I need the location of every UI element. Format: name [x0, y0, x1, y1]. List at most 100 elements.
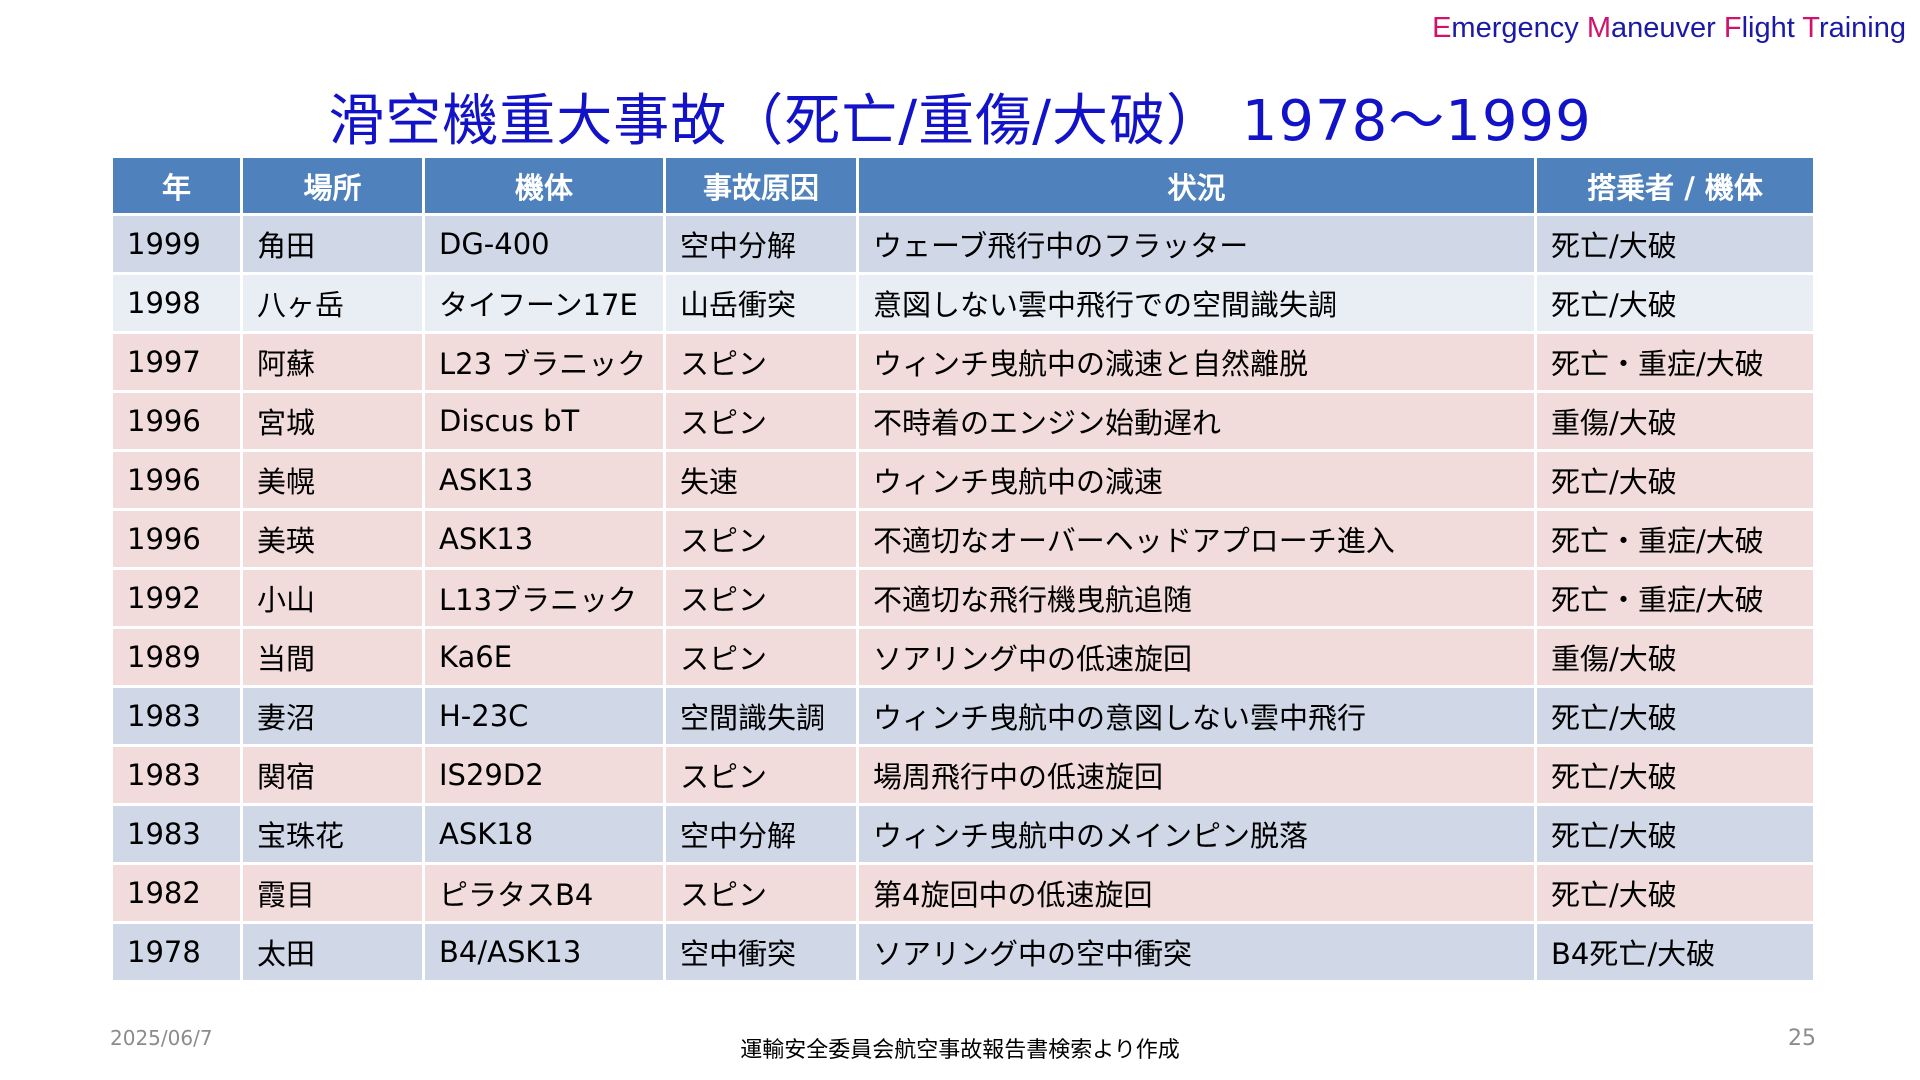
cell-aircraft: タイフーン17E: [422, 272, 666, 334]
cell-outcome: 死亡/大破: [1534, 213, 1816, 275]
cell-year: 1996: [110, 449, 243, 511]
cell-location: 関宿: [240, 744, 425, 806]
cell-aircraft: L23 ブラニック: [422, 331, 666, 393]
cell-cause: 山岳衝突: [663, 272, 859, 334]
page-number: 25: [1788, 1026, 1816, 1051]
cell-year: 1998: [110, 272, 243, 334]
table-row: 1982 霞目 ピラタスB4 スピン 第4旋回中の低速旋回 死亡/大破: [110, 862, 1816, 924]
cell-location: 太田: [240, 921, 425, 983]
brand-initial-e: E: [1432, 12, 1452, 44]
brand-text-3: light: [1741, 12, 1803, 44]
cell-year: 1983: [110, 685, 243, 747]
cell-outcome: 死亡/大破: [1534, 862, 1816, 924]
cell-situation: ソアリング中の低速旋回: [856, 626, 1537, 688]
cell-aircraft: ASK18: [422, 803, 666, 865]
cell-cause: スピン: [663, 862, 859, 924]
brand-text-4: raining: [1818, 12, 1906, 44]
cell-situation: 不時着のエンジン始動遅れ: [856, 390, 1537, 452]
cell-year: 1999: [110, 213, 243, 275]
cell-cause: 失速: [663, 449, 859, 511]
brand-initial-t: T: [1802, 12, 1819, 44]
cell-location: 小山: [240, 567, 425, 629]
cell-location: 霞目: [240, 862, 425, 924]
table-row: 1998 八ヶ岳 タイフーン17E 山岳衝突 意図しない雲中飛行での空間識失調 死亡/大破: [110, 272, 1816, 334]
cell-outcome: B4死亡/大破: [1534, 921, 1816, 983]
cell-cause: 空間識失調: [663, 685, 859, 747]
cell-situation: ウィンチ曳航中の意図しない雲中飛行: [856, 685, 1537, 747]
cell-aircraft: B4/ASK13: [422, 921, 666, 983]
table-row: 1997 阿蘇 L23 ブラニック スピン ウィンチ曳航中の減速と自然離脱 死亡・重症/大…: [110, 331, 1816, 393]
cell-cause: スピン: [663, 626, 859, 688]
cell-cause: 空中分解: [663, 213, 859, 275]
cell-location: 宝珠花: [240, 803, 425, 865]
cell-location: 角田: [240, 213, 425, 275]
cell-year: 1996: [110, 390, 243, 452]
cell-aircraft: Discus bT: [422, 390, 666, 452]
table-header-row: 年 場所 機体 事故原因 状況 搭乗者 / 機体: [110, 155, 1816, 216]
cell-cause: 空中分解: [663, 803, 859, 865]
cell-outcome: 死亡/大破: [1534, 449, 1816, 511]
cell-cause: スピン: [663, 390, 859, 452]
cell-cause: スピン: [663, 508, 859, 570]
cell-aircraft: DG-400: [422, 213, 666, 275]
cell-situation: ソアリング中の空中衝突: [856, 921, 1537, 983]
header-year: 年: [110, 155, 243, 216]
cell-situation: 第4旋回中の低速旋回: [856, 862, 1537, 924]
brand-text-2: aneuver: [1610, 12, 1724, 44]
accident-table: 年 場所 機体 事故原因 状況 搭乗者 / 機体 1999 角田 DG-400 空中分…: [110, 155, 1816, 983]
brand-text-1: mergency: [1451, 12, 1587, 44]
cell-location: 美幌: [240, 449, 425, 511]
cell-situation: ウェーブ飛行中のフラッター: [856, 213, 1537, 275]
brand-initial-f: F: [1723, 12, 1742, 44]
cell-cause: 空中衝突: [663, 921, 859, 983]
brand-initial-m: M: [1586, 12, 1611, 44]
cell-location: 宮城: [240, 390, 425, 452]
cell-outcome: 重傷/大破: [1534, 390, 1816, 452]
cell-outcome: 死亡・重症/大破: [1534, 508, 1816, 570]
cell-aircraft: IS29D2: [422, 744, 666, 806]
cell-outcome: 死亡/大破: [1534, 685, 1816, 747]
cell-aircraft: H-23C: [422, 685, 666, 747]
cell-aircraft: ピラタスB4: [422, 862, 666, 924]
cell-aircraft: ASK13: [422, 449, 666, 511]
cell-year: 1996: [110, 508, 243, 570]
cell-cause: スピン: [663, 744, 859, 806]
brand-header: Emergency Maneuver Flight Training: [1432, 12, 1906, 45]
cell-year: 1978: [110, 921, 243, 983]
cell-situation: 不適切な飛行機曳航追随: [856, 567, 1537, 629]
cell-outcome: 重傷/大破: [1534, 626, 1816, 688]
cell-year: 1992: [110, 567, 243, 629]
table-row: 1996 美瑛 ASK13 スピン 不適切なオーバーヘッドアプローチ進入 死亡・重症/大破: [110, 508, 1816, 570]
cell-situation: ウィンチ曳航中の減速: [856, 449, 1537, 511]
cell-aircraft: ASK13: [422, 508, 666, 570]
table-row: 1983 妻沼 H-23C 空間識失調 ウィンチ曳航中の意図しない雲中飛行 死亡/大破: [110, 685, 1816, 747]
cell-situation: ウィンチ曳航中の減速と自然離脱: [856, 331, 1537, 393]
cell-situation: 場周飛行中の低速旋回: [856, 744, 1537, 806]
cell-location: 八ヶ岳: [240, 272, 425, 334]
cell-location: 妻沼: [240, 685, 425, 747]
cell-aircraft: Ka6E: [422, 626, 666, 688]
cell-cause: スピン: [663, 331, 859, 393]
header-cause: 事故原因: [663, 155, 859, 216]
table-row: 1996 宮城 Discus bT スピン 不時着のエンジン始動遅れ 重傷/大破: [110, 390, 1816, 452]
cell-outcome: 死亡・重症/大破: [1534, 567, 1816, 629]
slide-date: 2025/06/7: [110, 1026, 213, 1050]
cell-location: 美瑛: [240, 508, 425, 570]
table-row: 1978 太田 B4/ASK13 空中衝突 ソアリング中の空中衝突 B4死亡/大破: [110, 921, 1816, 983]
table-row: 1983 関宿 IS29D2 スピン 場周飛行中の低速旋回 死亡/大破: [110, 744, 1816, 806]
cell-situation: 意図しない雲中飛行での空間識失調: [856, 272, 1537, 334]
cell-year: 1982: [110, 862, 243, 924]
cell-outcome: 死亡/大破: [1534, 744, 1816, 806]
cell-year: 1989: [110, 626, 243, 688]
source-note: 運輸安全委員会航空事故報告書検索より作成: [740, 1038, 1180, 1063]
header-location: 場所: [240, 155, 425, 216]
table-row: 1983 宝珠花 ASK18 空中分解 ウィンチ曳航中のメインピン脱落 死亡/大破: [110, 803, 1816, 865]
cell-outcome: 死亡・重症/大破: [1534, 331, 1816, 393]
cell-situation: ウィンチ曳航中のメインピン脱落: [856, 803, 1537, 865]
cell-outcome: 死亡/大破: [1534, 272, 1816, 334]
cell-location: 当間: [240, 626, 425, 688]
header-situation: 状況: [856, 155, 1537, 216]
cell-year: 1983: [110, 744, 243, 806]
table-row: 1992 小山 L13ブラニック スピン 不適切な飛行機曳航追随 死亡・重症/大破: [110, 567, 1816, 629]
cell-cause: スピン: [663, 567, 859, 629]
